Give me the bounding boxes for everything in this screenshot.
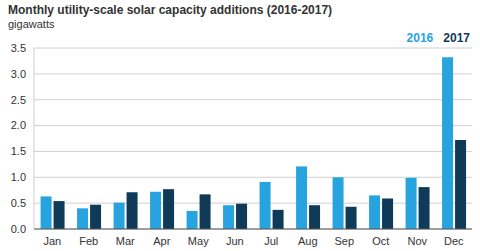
html-text:Monthly utility-scale solar ca: Monthly utility-scale solar capacity add… [8, 3, 333, 17]
svg-text:Aug: Aug [298, 235, 318, 247]
svg-text:Nov: Nov [407, 235, 427, 247]
svg-text:May: May [188, 235, 209, 247]
svg-text:Feb: Feb [79, 235, 98, 247]
svg-text:Jan: Jan [43, 235, 61, 247]
svg-text:Sep: Sep [334, 235, 354, 247]
svg-text:Oct: Oct [372, 235, 389, 247]
svg-text:1.0: 1.0 [11, 171, 26, 183]
svg-text:Jul: Jul [264, 235, 278, 247]
svg-text:3.0: 3.0 [11, 68, 26, 80]
html-text:2017: 2017 [443, 31, 470, 45]
svg-text:Jun: Jun [226, 235, 244, 247]
html-text:gigawatts: gigawatts [8, 18, 55, 30]
svg-text:Apr: Apr [153, 235, 170, 247]
svg-text:1.5: 1.5 [11, 145, 26, 157]
svg-text:0.5: 0.5 [11, 197, 26, 209]
html-text:2016: 2016 [406, 31, 434, 45]
svg-text:Mar: Mar [116, 235, 135, 247]
svg-text:2.5: 2.5 [11, 94, 26, 106]
svg-text:2.0: 2.0 [11, 119, 26, 131]
svg-text:Dec: Dec [444, 235, 464, 247]
svg-text:0.0: 0.0 [11, 223, 26, 235]
svg-text:3.5: 3.5 [11, 42, 26, 54]
